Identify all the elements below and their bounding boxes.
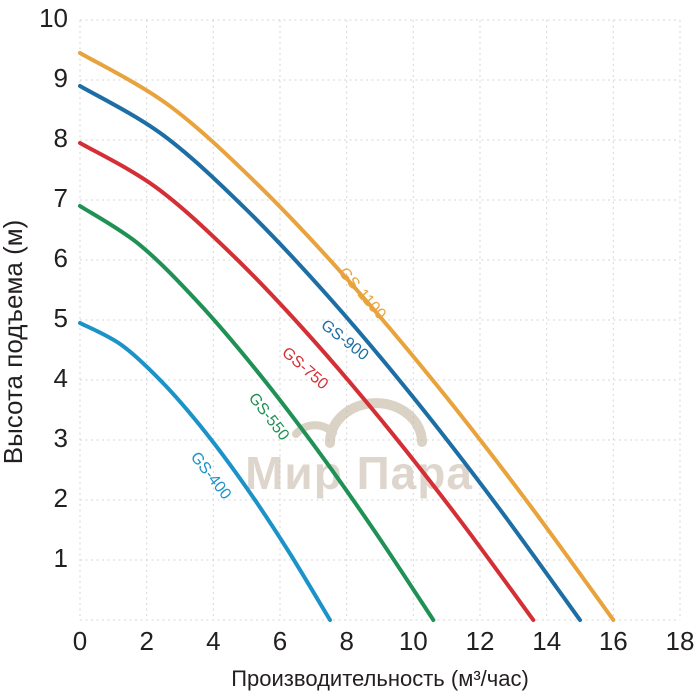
- svg-text:8: 8: [54, 123, 68, 153]
- svg-text:18: 18: [666, 626, 695, 656]
- svg-text:5: 5: [54, 303, 68, 333]
- svg-text:10: 10: [399, 626, 428, 656]
- svg-text:2: 2: [54, 483, 68, 513]
- svg-text:6: 6: [273, 626, 287, 656]
- svg-text:4: 4: [54, 363, 68, 393]
- svg-text:6: 6: [54, 243, 68, 273]
- svg-text:1: 1: [54, 543, 68, 573]
- svg-text:14: 14: [532, 626, 561, 656]
- svg-text:12: 12: [466, 626, 495, 656]
- svg-text:3: 3: [54, 423, 68, 453]
- svg-text:Производительность (м³/час): Производительность (м³/час): [231, 666, 529, 691]
- svg-text:16: 16: [599, 626, 628, 656]
- svg-text:10: 10: [39, 3, 68, 33]
- svg-text:9: 9: [54, 63, 68, 93]
- svg-text:0: 0: [73, 626, 87, 656]
- svg-text:2: 2: [139, 626, 153, 656]
- svg-text:4: 4: [206, 626, 220, 656]
- svg-text:7: 7: [54, 183, 68, 213]
- svg-text:8: 8: [339, 626, 353, 656]
- svg-text:Высота подъема (м): Высота подъема (м): [0, 220, 28, 465]
